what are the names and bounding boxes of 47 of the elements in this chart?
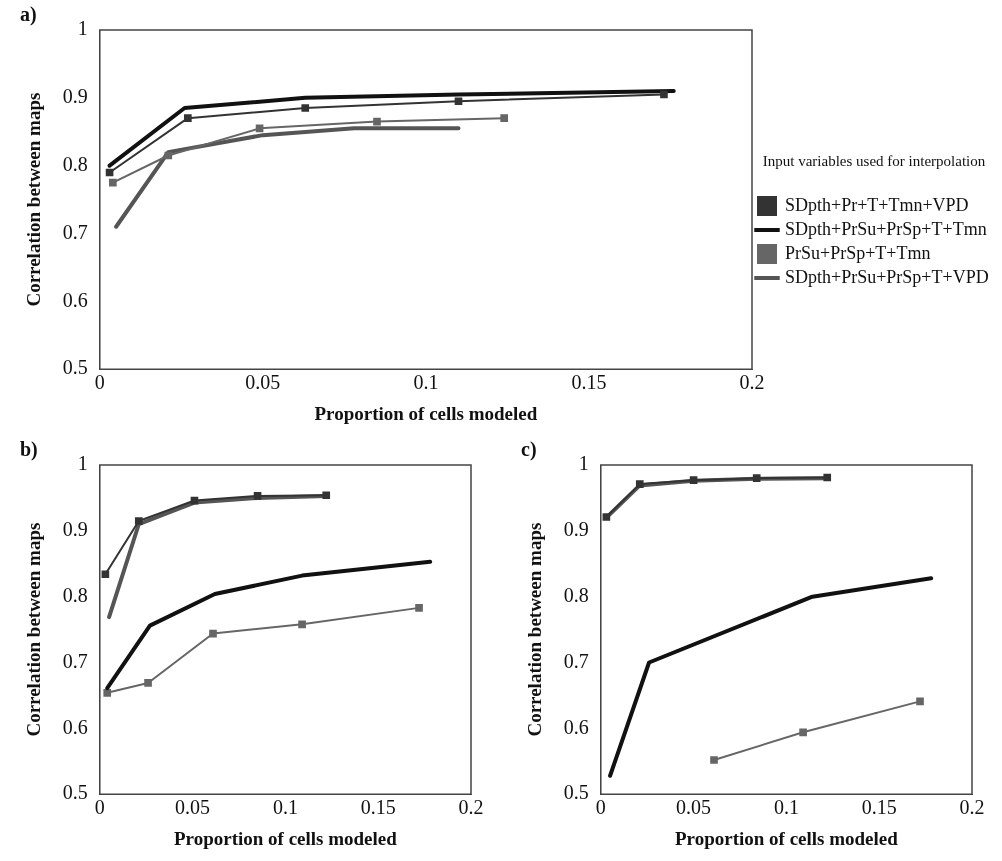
chart-title: a) (20, 3, 37, 27)
x-axis-title: Proportion of cells modeled (674, 827, 899, 849)
y-tick-label: 0.6 (62, 715, 88, 738)
y-tick-label: 0.7 (62, 220, 88, 243)
legend-label: SDpth+Pr+T+Tmn+VPD (785, 194, 969, 215)
y-tick-label: 1 (578, 452, 589, 475)
legend-label: PrSu+PrSp+T+Tmn (785, 242, 931, 263)
legend-label: SDpth+PrSu+PrSp+T+VPD (785, 266, 989, 287)
y-tick-label: 0.5 (62, 356, 88, 379)
y-axis-title: Correlation between maps (23, 522, 45, 737)
x-tick-label: 0.2 (458, 796, 484, 819)
x-tick-label: 0.05 (245, 371, 281, 394)
x-tick-label: 0 (94, 371, 105, 394)
legend-label: SDpth+PrSu+PrSp+T+Tmn (785, 218, 987, 239)
x-tick-label: 0.15 (861, 796, 897, 819)
x-tick-label: 0 (94, 796, 105, 819)
legend-title: Input variables used for interpolation (762, 153, 986, 170)
y-tick-label: 0.7 (62, 649, 88, 672)
y-axis-title: Correlation between maps (23, 92, 45, 307)
x-tick-label: 0.2 (959, 796, 985, 819)
y-tick-label: 1 (77, 452, 88, 475)
y-tick-label: 0.8 (62, 583, 88, 606)
y-tick-label: 0.6 (62, 288, 88, 311)
y-tick-label: 0.9 (563, 518, 589, 541)
x-tick-label: 0.05 (676, 796, 712, 819)
y-tick-label: 0.5 (62, 781, 88, 804)
x-tick-label: 0.15 (360, 796, 396, 819)
y-tick-label: 1 (77, 17, 88, 40)
x-tick-label: 0.15 (571, 371, 607, 394)
x-tick-label: 0.1 (413, 371, 439, 394)
x-tick-label: 0.1 (773, 796, 799, 819)
y-tick-label: 0.8 (563, 583, 589, 606)
y-tick-label: 0.9 (62, 518, 88, 541)
chart-title: c) (521, 438, 537, 462)
chart-title: b) (20, 438, 38, 462)
x-tick-label: 0.1 (272, 796, 298, 819)
y-axis-title: Correlation between maps (524, 522, 546, 737)
y-tick-label: 0.5 (563, 781, 589, 804)
y-tick-label: 0.7 (563, 649, 589, 672)
x-axis-title: Proportion of cells modeled (314, 402, 538, 424)
x-tick-label: 0 (595, 796, 606, 819)
x-axis-title: Proportion of cells modeled (173, 827, 398, 849)
y-tick-label: 0.6 (563, 715, 589, 738)
x-tick-label: 0.2 (739, 371, 765, 394)
x-tick-label: 0.05 (175, 796, 211, 819)
y-tick-label: 0.8 (62, 152, 88, 175)
y-tick-label: 0.9 (62, 85, 88, 108)
